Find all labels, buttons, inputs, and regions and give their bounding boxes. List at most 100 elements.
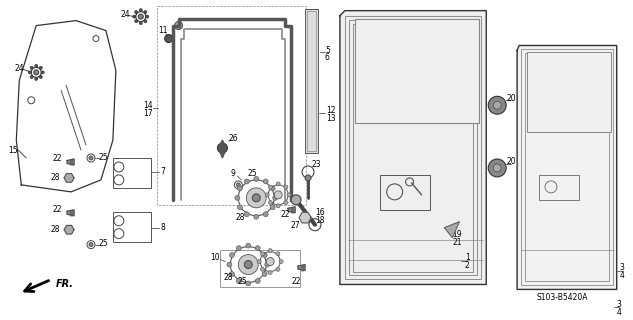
Circle shape xyxy=(493,101,501,109)
Circle shape xyxy=(276,267,280,271)
Circle shape xyxy=(262,252,267,258)
Circle shape xyxy=(229,252,234,258)
Polygon shape xyxy=(218,140,227,158)
Bar xyxy=(353,24,473,271)
Text: 23: 23 xyxy=(311,160,321,170)
Circle shape xyxy=(493,164,501,172)
Text: 5: 5 xyxy=(325,46,330,55)
Text: 24: 24 xyxy=(15,64,24,73)
Text: 28: 28 xyxy=(51,225,60,234)
Text: 25: 25 xyxy=(98,153,108,162)
Circle shape xyxy=(268,249,272,252)
Circle shape xyxy=(263,212,268,217)
Circle shape xyxy=(28,71,31,74)
Text: 1: 1 xyxy=(465,253,470,262)
Circle shape xyxy=(274,191,282,199)
Circle shape xyxy=(254,214,259,219)
Circle shape xyxy=(488,159,506,177)
Circle shape xyxy=(30,66,33,69)
Bar xyxy=(113,212,151,242)
Circle shape xyxy=(144,11,147,13)
Circle shape xyxy=(139,22,142,25)
Circle shape xyxy=(236,278,241,284)
Text: 19: 19 xyxy=(453,230,462,239)
Circle shape xyxy=(35,77,38,80)
Bar xyxy=(521,50,613,285)
Circle shape xyxy=(266,258,274,266)
Circle shape xyxy=(273,195,278,200)
Text: 22: 22 xyxy=(53,154,62,163)
Polygon shape xyxy=(340,11,486,284)
Circle shape xyxy=(39,76,42,78)
Bar xyxy=(349,20,477,276)
Text: 3: 3 xyxy=(617,300,621,309)
Text: 22: 22 xyxy=(53,205,62,214)
Polygon shape xyxy=(64,174,74,182)
Circle shape xyxy=(144,20,147,23)
Circle shape xyxy=(138,14,143,19)
Text: 4: 4 xyxy=(619,271,624,280)
Bar xyxy=(305,9,318,153)
Text: 2: 2 xyxy=(465,261,470,270)
Text: 6: 6 xyxy=(325,53,330,62)
Circle shape xyxy=(257,260,261,264)
Circle shape xyxy=(229,271,234,276)
Circle shape xyxy=(35,64,38,68)
Circle shape xyxy=(263,179,268,184)
Circle shape xyxy=(133,15,136,18)
Bar xyxy=(345,16,481,279)
Circle shape xyxy=(239,255,258,275)
Circle shape xyxy=(270,186,275,191)
Circle shape xyxy=(246,243,251,248)
Text: FR.: FR. xyxy=(56,279,74,290)
Text: 22: 22 xyxy=(280,210,290,219)
Text: 20: 20 xyxy=(506,157,516,166)
Circle shape xyxy=(139,9,142,12)
Text: 25: 25 xyxy=(248,169,257,179)
Text: 4: 4 xyxy=(617,308,621,317)
Polygon shape xyxy=(67,210,74,216)
Text: 7: 7 xyxy=(160,167,165,176)
Text: 28: 28 xyxy=(223,273,233,282)
Text: 27: 27 xyxy=(291,221,300,230)
Text: 21: 21 xyxy=(453,238,462,247)
Circle shape xyxy=(246,188,266,208)
Text: 25: 25 xyxy=(237,277,247,286)
Circle shape xyxy=(244,179,249,184)
Text: 16: 16 xyxy=(315,208,325,217)
Polygon shape xyxy=(288,207,295,213)
Polygon shape xyxy=(517,45,617,289)
Circle shape xyxy=(268,201,272,204)
Text: 17: 17 xyxy=(143,109,153,118)
Circle shape xyxy=(276,252,280,256)
Text: 28: 28 xyxy=(51,173,60,182)
Circle shape xyxy=(135,11,138,13)
Polygon shape xyxy=(444,222,460,238)
Polygon shape xyxy=(299,212,311,223)
Circle shape xyxy=(146,15,149,18)
Circle shape xyxy=(260,252,265,256)
Circle shape xyxy=(41,71,44,74)
Circle shape xyxy=(253,194,260,202)
Circle shape xyxy=(284,185,288,189)
Circle shape xyxy=(89,156,93,160)
Text: 18: 18 xyxy=(315,216,325,225)
Bar xyxy=(113,158,151,188)
Polygon shape xyxy=(67,159,74,165)
Circle shape xyxy=(488,96,506,114)
Text: 22: 22 xyxy=(291,277,301,286)
Circle shape xyxy=(276,182,280,186)
Circle shape xyxy=(305,175,311,181)
Circle shape xyxy=(244,212,249,217)
Circle shape xyxy=(135,20,138,23)
Circle shape xyxy=(270,205,275,210)
Text: 15: 15 xyxy=(8,146,18,155)
Circle shape xyxy=(227,262,232,267)
Circle shape xyxy=(284,201,288,204)
Circle shape xyxy=(287,193,291,197)
Text: S103-B5420A: S103-B5420A xyxy=(536,293,587,302)
Circle shape xyxy=(276,204,280,208)
Text: 9: 9 xyxy=(231,169,236,179)
Circle shape xyxy=(217,143,227,153)
Bar xyxy=(539,175,579,200)
